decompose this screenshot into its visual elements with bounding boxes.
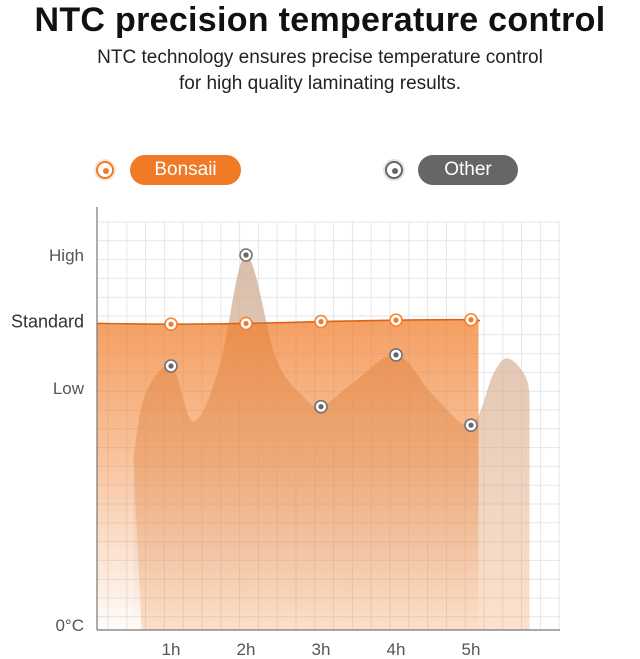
subtitle-line-2: for high quality laminating results. [179,73,461,94]
x-tick-label: 5h [462,640,481,659]
legend-label-bonsaii: Bonsaii [130,155,241,185]
bonsaii-point [389,313,403,327]
y-tick-label: Standard [11,312,84,332]
x-tick-label: 4h [387,640,406,659]
bonsaii-point [239,316,253,331]
y-tick-label: Low [53,379,85,398]
page-title: NTC precision temperature control [34,1,606,39]
bonsaii-point [314,314,328,329]
subtitle-line-1: NTC technology ensures precise temperatu… [97,47,543,68]
bonsaii-point [464,312,478,327]
x-tick-label: 3h [312,640,331,659]
x-tick-label: 2h [237,640,256,659]
x-tick-label: 1h [162,640,181,659]
other-point [389,348,403,362]
legend-marker-other [385,161,403,179]
y-tick-label: 0°C [55,616,84,635]
other-overlap-area [133,254,530,630]
bonsaii-point [164,317,178,331]
y-tick-label: High [49,246,84,265]
other-point [239,248,253,262]
other-point [314,399,328,414]
bonsaii-area [97,319,480,630]
legend-label-other: Other [418,155,518,185]
legend-marker-bonsaii [96,161,114,179]
other-point [464,418,478,433]
other-point [164,359,178,373]
